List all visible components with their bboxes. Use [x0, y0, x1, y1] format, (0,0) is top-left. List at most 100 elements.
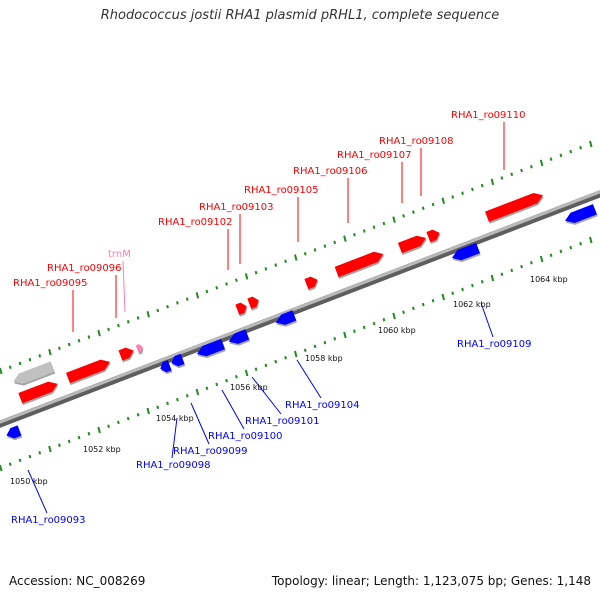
gene-arrow-ro09097	[118, 347, 135, 363]
scale-tick	[176, 397, 179, 402]
scale-tick	[431, 202, 435, 207]
trna-arrow-trnM	[135, 344, 144, 355]
gene-label[interactable]: RHA1_ro09105	[244, 185, 319, 196]
scale-tick	[510, 268, 514, 273]
kbp-label: 1062 kbp	[453, 300, 491, 309]
gene-leader-line	[171, 417, 178, 459]
kbp-label: 1058 kbp	[305, 354, 343, 363]
scale-tick	[461, 287, 464, 292]
scale-tick	[176, 301, 179, 305]
scale-tick	[559, 249, 563, 254]
scale-tick	[392, 312, 396, 320]
gene-label[interactable]: trnM	[108, 249, 131, 260]
gene-label[interactable]: RHA1_ro09095	[13, 278, 88, 289]
gene-label[interactable]: RHA1_ro09109	[457, 339, 532, 350]
scale-tick	[539, 255, 544, 263]
gene-body	[275, 310, 297, 325]
scale-tick	[313, 248, 317, 252]
backbone-shadow	[0, 190, 600, 428]
gene-label[interactable]: RHA1_ro09098	[136, 460, 211, 471]
gene-leader-line	[190, 402, 210, 445]
scale-tick	[215, 382, 219, 387]
scale-tick	[421, 206, 425, 211]
gene-label[interactable]: RHA1_ro09100	[208, 431, 283, 442]
scale-tick	[87, 432, 91, 436]
scale-tick	[412, 210, 415, 214]
scale-tick	[343, 331, 347, 339]
scale-tick	[38, 451, 42, 455]
scale-tick	[333, 240, 337, 245]
gene-label[interactable]: RHA1_ro09104	[285, 400, 360, 411]
scale-tick	[235, 278, 238, 282]
gene-label[interactable]: RHA1_ro09099	[173, 446, 248, 457]
scale-tick	[205, 289, 209, 294]
gene-label[interactable]: RHA1_ro09108	[379, 136, 454, 147]
gene-body	[135, 344, 143, 353]
gene-body	[485, 192, 544, 222]
scale-tick	[166, 304, 169, 309]
scale-tick	[244, 273, 249, 280]
gene-label[interactable]: RHA1_ro09102	[158, 217, 233, 228]
gene-body	[13, 361, 55, 384]
gene-label[interactable]: RHA1_ro09101	[245, 416, 320, 427]
map-title: Rhodococcus jostii RHA1 plasmid pRHL1, c…	[100, 8, 500, 23]
scale-tick	[0, 464, 3, 472]
scale-tick	[471, 187, 474, 192]
scale-tick	[264, 363, 268, 368]
gene-body	[171, 353, 185, 367]
scale-tick	[156, 405, 160, 409]
scale-tick	[569, 245, 573, 250]
scale-tick	[67, 342, 71, 347]
scale-tick	[294, 350, 298, 358]
gene-label[interactable]: RHA1_ro09110	[451, 110, 526, 121]
gene-label[interactable]: RHA1_ro09107	[337, 150, 412, 161]
scale-tick	[254, 367, 258, 371]
scale-tick	[313, 344, 317, 349]
gene-arrow-ro09103	[247, 296, 260, 311]
scale-tick	[185, 297, 189, 301]
scale-tick	[195, 292, 200, 299]
gene-body	[235, 302, 247, 315]
scale-tick	[579, 146, 582, 150]
gene-label[interactable]: RHA1_ro09106	[293, 166, 368, 177]
gene-body	[304, 276, 318, 290]
scale-tick	[589, 140, 593, 148]
scale-tick	[500, 176, 504, 180]
gene-leader-line	[122, 260, 126, 313]
scale-tick	[264, 267, 268, 271]
scale-tick	[107, 327, 110, 332]
scale-tick	[156, 308, 160, 313]
gene-body	[426, 229, 440, 243]
gene-body	[565, 204, 597, 224]
kbp-label: 1060 kbp	[378, 326, 416, 335]
scale-tick	[402, 310, 405, 314]
scale-tick	[451, 195, 455, 199]
scale-tick	[28, 357, 32, 362]
scale-tick	[146, 311, 150, 318]
kbp-label: 1056 kbp	[230, 383, 268, 392]
scale-tick	[480, 280, 484, 284]
scale-tick	[274, 263, 278, 267]
scale-tick	[136, 413, 140, 417]
scale-tick	[294, 254, 298, 261]
scale-tick	[451, 291, 455, 295]
gene-body	[66, 359, 111, 384]
scale-tick	[353, 329, 356, 333]
scale-tick	[412, 306, 415, 311]
scale-tick	[0, 367, 3, 375]
kbp-label: 1050 kbp	[10, 477, 48, 486]
scale-tick	[382, 318, 386, 322]
gene-body	[118, 347, 134, 361]
gene-body	[397, 235, 427, 254]
gene-label[interactable]: RHA1_ro09093	[11, 515, 86, 526]
scale-tick	[520, 264, 523, 269]
scale-tick	[126, 320, 130, 324]
gene-label[interactable]: RHA1_ro09103	[199, 202, 274, 213]
gene-arrow-ro09111	[565, 204, 598, 225]
gene-label[interactable]: RHA1_ro09096	[47, 263, 122, 274]
scale-tick	[461, 191, 464, 195]
gene-leader-line	[296, 359, 322, 399]
scale-tick	[67, 439, 71, 444]
scale-tick	[362, 325, 366, 330]
